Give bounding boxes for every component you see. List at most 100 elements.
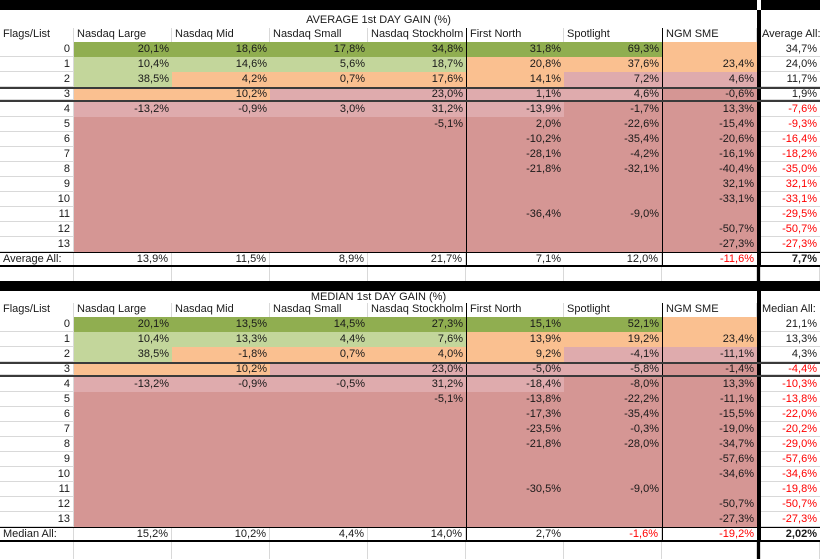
value-cell[interactable] — [368, 222, 466, 237]
all-value-cell[interactable]: -7,6% — [761, 102, 820, 117]
value-cell[interactable] — [368, 147, 466, 162]
value-cell[interactable] — [74, 452, 172, 467]
summary-label[interactable]: Average All: — [0, 253, 74, 265]
empty-cell[interactable] — [74, 267, 172, 281]
value-cell[interactable] — [172, 422, 270, 437]
value-cell[interactable]: -13,8% — [466, 392, 564, 407]
value-cell[interactable] — [564, 177, 662, 192]
total-cell[interactable]: 2,02% — [761, 528, 820, 540]
value-cell[interactable] — [368, 407, 466, 422]
value-cell[interactable]: 27,3% — [368, 317, 466, 332]
row-label[interactable]: 10 — [0, 467, 74, 482]
empty-cell[interactable] — [74, 542, 172, 559]
summary-value-cell[interactable]: 13,9% — [74, 253, 172, 265]
all-value-cell[interactable]: -19,8% — [761, 482, 820, 497]
empty-cell[interactable] — [172, 542, 270, 559]
value-cell[interactable] — [270, 467, 368, 482]
value-cell[interactable]: -0,9% — [172, 377, 270, 392]
value-cell[interactable]: -9,0% — [564, 207, 662, 222]
value-cell[interactable] — [172, 392, 270, 407]
col-header-first-north[interactable]: First North — [466, 303, 564, 317]
value-cell[interactable]: 9,2% — [466, 347, 564, 362]
value-cell[interactable]: 3,0% — [270, 102, 368, 117]
value-cell[interactable]: -50,7% — [662, 222, 757, 237]
value-cell[interactable] — [270, 89, 368, 100]
value-cell[interactable] — [74, 192, 172, 207]
value-cell[interactable]: 69,3% — [564, 42, 662, 57]
empty-cell[interactable] — [564, 542, 662, 559]
all-value-cell[interactable]: -20,2% — [761, 422, 820, 437]
all-value-cell[interactable]: 32,1% — [761, 177, 820, 192]
value-cell[interactable] — [564, 237, 662, 252]
value-cell[interactable]: -33,1% — [662, 192, 757, 207]
value-cell[interactable] — [368, 452, 466, 467]
col-header-ngm-sme[interactable]: NGM SME — [662, 28, 757, 42]
value-cell[interactable]: -32,1% — [564, 162, 662, 177]
all-value-cell[interactable]: -16,4% — [761, 132, 820, 147]
value-cell[interactable]: -50,7% — [662, 497, 757, 512]
value-cell[interactable]: -1,8% — [172, 347, 270, 362]
value-cell[interactable] — [368, 482, 466, 497]
col-header-nasdaq-stockholm[interactable]: Nasdaq Stockholm — [371, 28, 464, 40]
value-cell[interactable] — [74, 437, 172, 452]
row-label[interactable]: 0 — [0, 317, 74, 332]
value-cell[interactable]: 38,5% — [74, 347, 172, 362]
col-header-spotlight[interactable]: Spotlight — [567, 28, 610, 40]
value-cell[interactable] — [270, 482, 368, 497]
summary-value-cell[interactable]: 11,5% — [172, 253, 270, 265]
value-cell[interactable]: -28,1% — [466, 147, 564, 162]
value-cell[interactable]: -5,0% — [466, 364, 564, 375]
all-value-cell[interactable]: -50,7% — [761, 222, 820, 237]
empty-cell[interactable] — [466, 542, 564, 559]
row-label[interactable]: 13 — [0, 237, 74, 252]
value-cell[interactable]: -21,8% — [466, 437, 564, 452]
value-cell[interactable] — [74, 162, 172, 177]
value-cell[interactable] — [74, 207, 172, 222]
row-label[interactable]: 8 — [0, 162, 74, 177]
value-cell[interactable]: -13,2% — [74, 102, 172, 117]
value-cell[interactable]: -30,5% — [466, 482, 564, 497]
value-cell[interactable] — [466, 467, 564, 482]
empty-cell[interactable] — [564, 267, 662, 281]
value-cell[interactable]: 10,2% — [172, 364, 270, 375]
all-value-cell[interactable]: 34,7% — [761, 42, 820, 57]
row-label[interactable]: 2 — [0, 72, 74, 87]
empty-cell[interactable] — [662, 267, 757, 281]
value-cell[interactable]: 4,6% — [662, 72, 757, 87]
value-cell[interactable] — [466, 177, 564, 192]
col-header-nasdaq-large[interactable]: Nasdaq Large — [74, 28, 172, 42]
value-cell[interactable] — [564, 497, 662, 512]
value-cell[interactable]: -5,1% — [368, 392, 466, 407]
value-cell[interactable]: -40,4% — [662, 162, 757, 177]
all-value-cell[interactable]: -57,6% — [761, 452, 820, 467]
all-value-cell[interactable]: 13,3% — [761, 332, 820, 347]
value-cell[interactable]: -18,4% — [466, 377, 564, 392]
value-cell[interactable]: -57,6% — [662, 452, 757, 467]
value-cell[interactable] — [74, 89, 172, 100]
summary-label[interactable]: Median All: — [0, 528, 74, 540]
empty-cell[interactable] — [0, 267, 74, 281]
empty-cell[interactable] — [172, 267, 270, 281]
value-cell[interactable]: -21,8% — [466, 162, 564, 177]
value-cell[interactable]: -15,5% — [662, 407, 757, 422]
value-cell[interactable]: 1,1% — [466, 89, 564, 100]
row-label[interactable]: 1 — [0, 332, 74, 347]
value-cell[interactable]: 19,2% — [564, 332, 662, 347]
value-cell[interactable]: -0,9% — [172, 102, 270, 117]
row-label[interactable]: 13 — [0, 512, 74, 527]
value-cell[interactable]: -34,6% — [662, 467, 757, 482]
empty-cell[interactable] — [662, 542, 757, 559]
row-label[interactable]: 12 — [0, 222, 74, 237]
col-header-median-all[interactable]: Median All: — [762, 303, 816, 315]
all-value-cell[interactable]: -13,8% — [761, 392, 820, 407]
value-cell[interactable] — [270, 222, 368, 237]
empty-cell[interactable] — [270, 267, 368, 281]
value-cell[interactable] — [74, 512, 172, 527]
value-cell[interactable]: 20,8% — [466, 57, 564, 72]
col-header-flags-list[interactable]: Flags/List — [0, 28, 74, 42]
value-cell[interactable]: 37,6% — [564, 57, 662, 72]
all-value-cell[interactable]: -27,3% — [761, 512, 820, 527]
value-cell[interactable] — [270, 207, 368, 222]
value-cell[interactable]: -36,4% — [466, 207, 564, 222]
summary-value-cell[interactable]: 8,9% — [270, 253, 368, 265]
